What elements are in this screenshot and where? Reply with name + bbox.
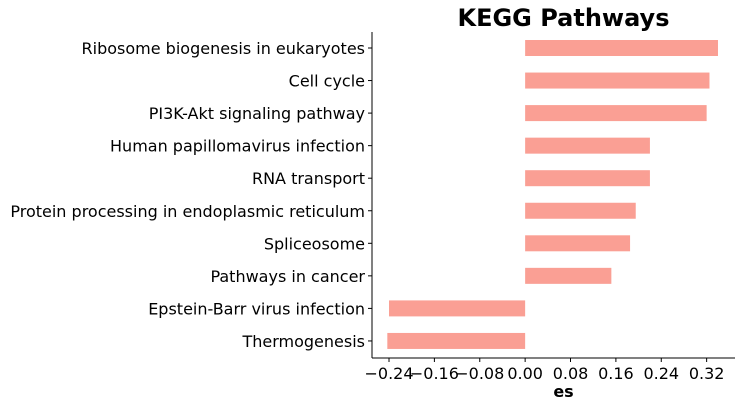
bar-4	[525, 170, 650, 187]
bar-3	[525, 137, 650, 154]
x-axis-label: es	[553, 382, 573, 401]
category-label-7: Pathways in cancer	[210, 267, 365, 286]
category-label-2: PI3K-Akt signaling pathway	[149, 104, 365, 123]
category-label-9: Thermogenesis	[241, 332, 365, 351]
x-tick-label-3: 0.00	[507, 364, 543, 383]
category-label-3: Human papillomavirus infection	[110, 137, 365, 156]
bar-8	[389, 300, 526, 317]
x-tick-label-6: 0.24	[643, 364, 679, 383]
x-axis-ticks: −0.24−0.16−0.08 0.00 0.08 0.16 0.24 0.32	[365, 358, 725, 383]
x-tick-label-2: −0.08	[455, 364, 504, 383]
chart-title: KEGG Pathways	[457, 4, 669, 32]
x-tick-label-0: −0.24	[365, 364, 414, 383]
bar-5	[525, 202, 636, 219]
bar-1	[525, 72, 710, 89]
bar-2	[525, 105, 707, 122]
bar-0	[525, 40, 718, 56]
category-labels: Ribosome biogenesis in eukaryotes Cell cy…	[10, 39, 372, 351]
category-label-8: Epstein-Barr virus infection	[148, 299, 365, 318]
category-label-0: Ribosome biogenesis in eukaryotes	[82, 39, 365, 58]
category-label-4: RNA transport	[252, 169, 365, 188]
x-tick-label-5: 0.16	[598, 364, 634, 383]
category-label-1: Cell cycle	[289, 72, 365, 91]
bar-9	[387, 332, 526, 349]
bar-6	[525, 235, 631, 252]
bars-group	[387, 40, 718, 349]
x-tick-label-1: −0.16	[410, 364, 459, 383]
bar-7	[525, 267, 612, 284]
category-label-5: Protein processing in endoplasmic reticu…	[10, 202, 365, 221]
x-tick-label-7: 0.32	[689, 364, 725, 383]
x-tick-label-4: 0.08	[553, 364, 589, 383]
category-label-6: Spliceosome	[264, 234, 365, 253]
